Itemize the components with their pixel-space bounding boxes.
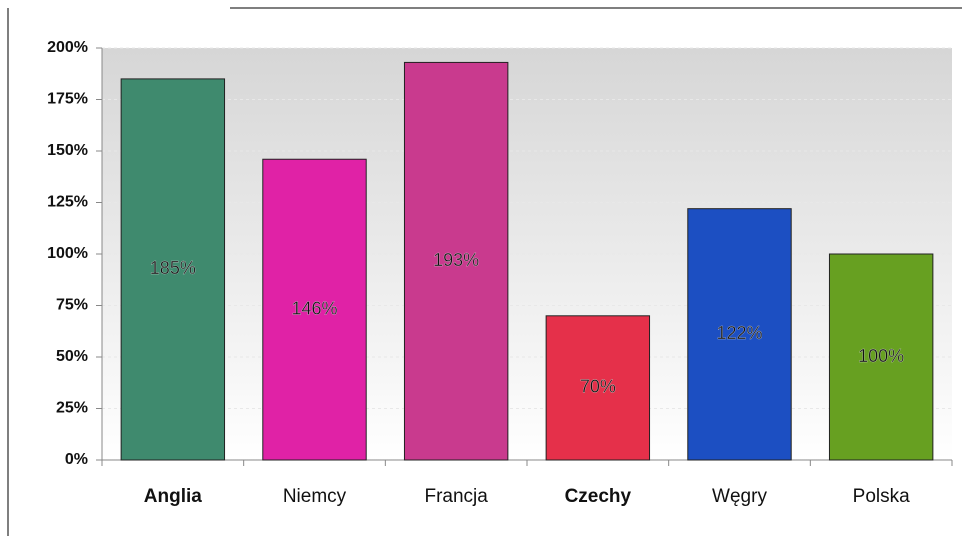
y-tick-label: 150%: [47, 142, 88, 159]
bar: [828, 253, 934, 461]
y-tick-label: 175%: [47, 91, 88, 108]
y-tick-label: 125%: [47, 194, 88, 211]
bar: [403, 61, 509, 461]
data-label: 100%: [858, 346, 904, 366]
x-tick-label: Polska: [853, 486, 910, 507]
y-tick-label: 100%: [47, 245, 88, 262]
y-tick-label: 0%: [65, 451, 88, 468]
bar: [262, 158, 367, 461]
data-label: 70%: [580, 377, 616, 397]
bar: [120, 78, 226, 461]
x-tick-label: Francja: [424, 486, 488, 507]
data-label: 122%: [716, 323, 762, 343]
x-tick-label: Niemcy: [283, 486, 347, 507]
x-tick-label: Anglia: [144, 486, 202, 507]
y-tick-label: 200%: [47, 39, 88, 56]
y-tick-label: 25%: [56, 400, 88, 417]
x-tick-label: Węgry: [712, 486, 767, 507]
data-label: 193%: [433, 250, 479, 270]
bar: [545, 315, 651, 461]
y-tick-label: 50%: [56, 348, 88, 365]
y-tick-label: 75%: [56, 297, 88, 314]
bar: [687, 208, 792, 461]
data-label: 185%: [150, 258, 196, 278]
data-label: 146%: [291, 298, 337, 318]
x-tick-label: Czechy: [565, 486, 632, 507]
